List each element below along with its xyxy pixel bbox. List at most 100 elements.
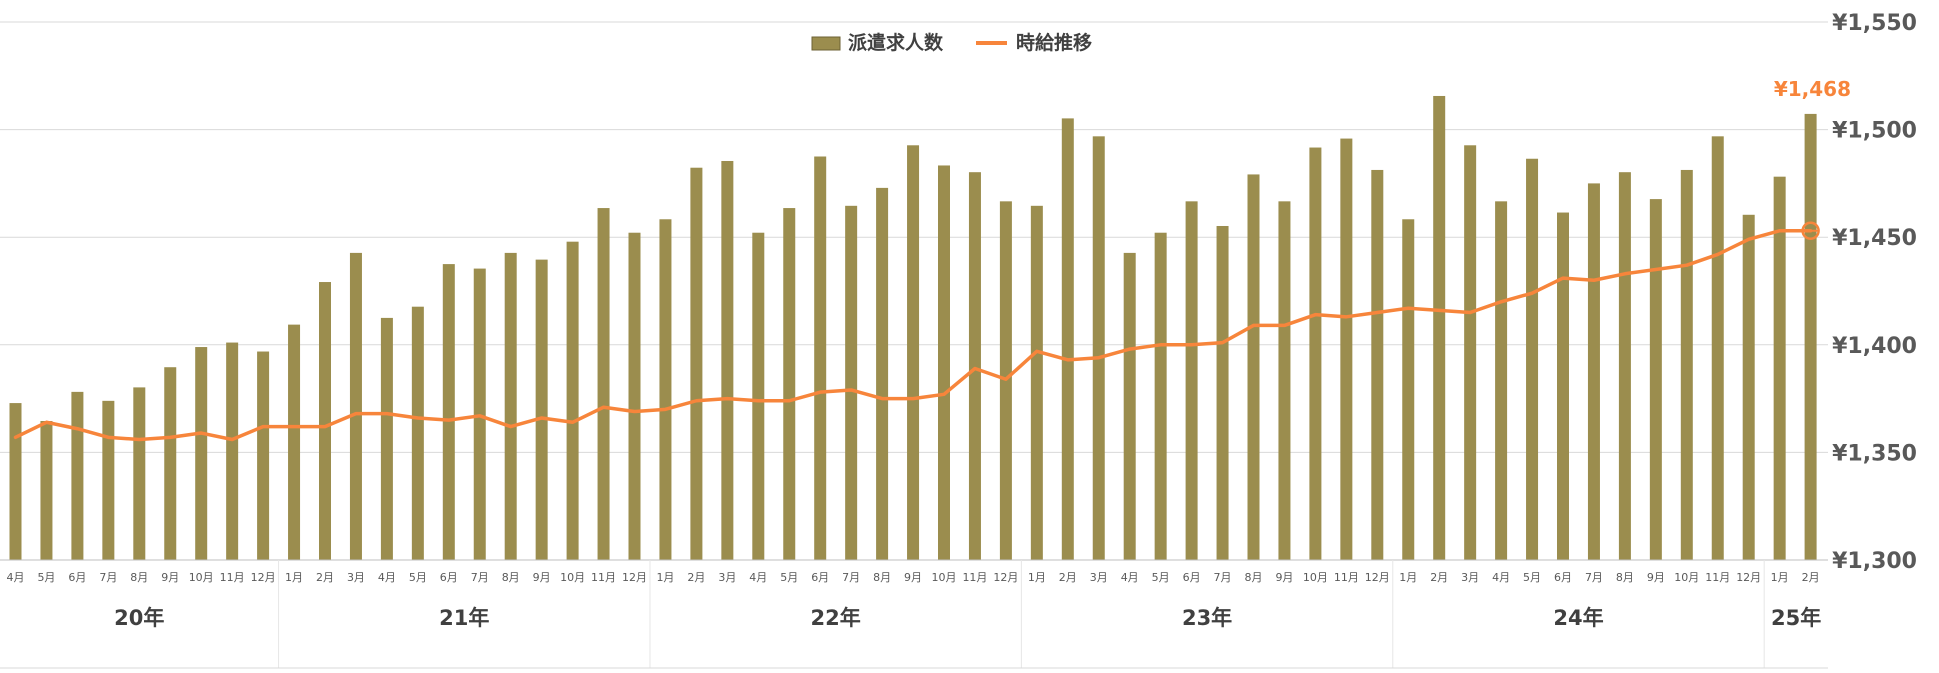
legend: 派遣求人数 時給推移: [811, 31, 1092, 54]
year-label: 20年: [114, 606, 164, 630]
bar: [1773, 176, 1786, 561]
x-tick-label: 10月: [932, 571, 957, 584]
bar: [195, 347, 208, 560]
bar: [1526, 158, 1539, 560]
x-tick-label: 7月: [471, 571, 489, 584]
bar: [442, 264, 455, 560]
bar: [628, 232, 641, 560]
year-label: 24年: [1553, 606, 1603, 630]
x-tick-label: 5月: [37, 571, 55, 584]
year-label: 21年: [439, 606, 489, 630]
bar: [1340, 138, 1353, 561]
bar: [566, 241, 579, 560]
y-tick-label: ¥1,450: [1832, 226, 1917, 251]
y-tick-label: ¥1,300: [1832, 549, 1917, 574]
bar: [721, 160, 734, 560]
y-tick-label: ¥1,400: [1832, 334, 1917, 359]
line-series: [13, 228, 1813, 442]
x-tick-label: 8月: [873, 571, 891, 584]
bar: [1278, 201, 1291, 561]
bar: [1433, 95, 1446, 560]
x-tick-label: 9月: [904, 571, 922, 584]
legend-bar-label: 派遣求人数: [848, 31, 944, 54]
y-axis-ticks: ¥1,550 ¥1,500 ¥1,450 ¥1,400 ¥1,350 ¥1,300: [1832, 11, 1917, 574]
bar: [1618, 172, 1631, 561]
bar: [1154, 232, 1167, 560]
year-label: 23年: [1182, 606, 1232, 630]
bar: [319, 282, 331, 560]
bar: [133, 387, 146, 560]
x-tick-label: 6月: [1183, 571, 1201, 584]
x-tick-label: 1月: [285, 571, 303, 584]
x-tick-label: 3月: [718, 571, 736, 584]
bar: [1649, 199, 1662, 560]
x-tick-label: 10月: [189, 571, 214, 584]
bar: [102, 400, 115, 560]
x-tick-label: 6月: [440, 571, 458, 584]
x-tick-label: 3月: [1090, 571, 1108, 584]
bar: [226, 342, 239, 560]
year-label: 22年: [811, 606, 861, 630]
bar: [1402, 219, 1415, 560]
x-tick-label: 4月: [1121, 571, 1139, 584]
x-tick-label: 2月: [316, 571, 334, 584]
legend-line-label: 時給推移: [1016, 31, 1092, 54]
x-tick-label: 12月: [1736, 571, 1761, 584]
bar: [1804, 113, 1817, 561]
bar: [1092, 136, 1105, 560]
x-axis: 4月 5月 6月 7月 8月 9月 10月 11月 12月 1月 2月 3月 4月 5月 6月 7月 8月 9月 1…: [0, 559, 1828, 669]
x-tick-label: 6月: [68, 571, 86, 584]
bar: [1061, 118, 1074, 561]
bar: [349, 252, 362, 560]
x-tick-label: 6月: [811, 571, 829, 584]
bar: [1464, 145, 1477, 560]
bar: [690, 167, 703, 561]
bar: [1309, 147, 1322, 561]
bar: [876, 187, 889, 560]
bar: [535, 259, 548, 560]
x-tick-label: 9月: [1647, 571, 1665, 584]
x-tick-label: 1月: [656, 571, 674, 584]
x-tick-label: 10月: [1674, 571, 1699, 584]
bar: [783, 208, 796, 560]
bar: [1371, 169, 1384, 560]
bar: [1216, 225, 1229, 560]
x-tick-label: 2月: [1430, 571, 1448, 584]
bar: [257, 351, 270, 560]
bar: [1185, 201, 1198, 561]
x-tick-label: 5月: [409, 571, 427, 584]
x-tick-label: 10月: [560, 571, 585, 584]
x-tick-label: 11月: [220, 571, 245, 584]
x-tick-label: 5月: [1523, 571, 1541, 584]
bar: [1680, 169, 1693, 560]
y-tick-label: ¥1,350: [1832, 441, 1917, 466]
bar: [40, 421, 53, 560]
callout: ¥1,468: [1774, 77, 1851, 240]
bar: [845, 205, 858, 561]
bar: [752, 232, 765, 560]
x-tick-label: 1月: [1399, 571, 1417, 584]
bar: [1495, 201, 1508, 561]
x-tick-label: 6月: [1554, 571, 1572, 584]
y-tick-label: ¥1,550: [1832, 11, 1917, 36]
x-tick-label: 4月: [7, 571, 25, 584]
x-tick-label: 7月: [99, 571, 117, 584]
bar: [968, 172, 981, 561]
line-path: [13, 228, 1813, 442]
bar: [1557, 212, 1569, 560]
bar: [71, 391, 84, 560]
bar: [9, 403, 22, 560]
bar: [411, 306, 424, 560]
x-tick-label: 10月: [1303, 571, 1328, 584]
x-tick-label: 12月: [993, 571, 1018, 584]
bar: [1711, 136, 1724, 560]
callout-label: ¥1,468: [1774, 77, 1851, 101]
x-tick-label: 5月: [780, 571, 798, 584]
bar: [380, 317, 393, 560]
x-tick-label: 1月: [1771, 571, 1789, 584]
x-tick-label: 8月: [502, 571, 520, 584]
x-tick-label: 12月: [622, 571, 647, 584]
bar: [597, 208, 610, 560]
x-tick-label: 3月: [1461, 571, 1479, 584]
bar: [164, 367, 177, 560]
